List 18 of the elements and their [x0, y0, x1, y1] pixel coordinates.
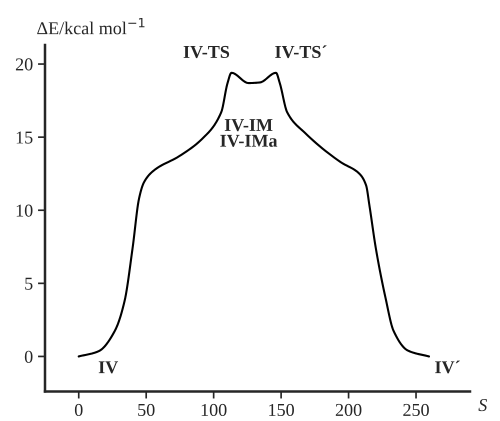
y-axis-title: ΔE/kcal mol$^{−1}$	[37, 18, 144, 34]
x-tick-label: 150	[269, 404, 294, 416]
x-tick-label: 250	[403, 404, 429, 416]
annotation: IV-TS	[184, 46, 230, 58]
x-axis-title: S	[478, 399, 487, 412]
y-tick-label: 0	[24, 350, 33, 363]
y-tick-label: 20	[16, 58, 33, 70]
annotation: IV-TS´	[275, 45, 327, 58]
y-tick-label: 5	[25, 278, 32, 290]
x-tick-label: 0	[74, 404, 83, 416]
y-tick-label: 15	[16, 131, 32, 144]
annotation: IV´	[435, 360, 460, 374]
annotation: IV	[98, 361, 118, 374]
x-tick-label: 50	[138, 404, 155, 416]
x-tick-label: 100	[202, 404, 227, 416]
annotation: IV-IM IV-IMa	[220, 119, 278, 147]
x-tick-label: 200	[336, 404, 362, 416]
y-tick-label: 10	[16, 204, 33, 217]
